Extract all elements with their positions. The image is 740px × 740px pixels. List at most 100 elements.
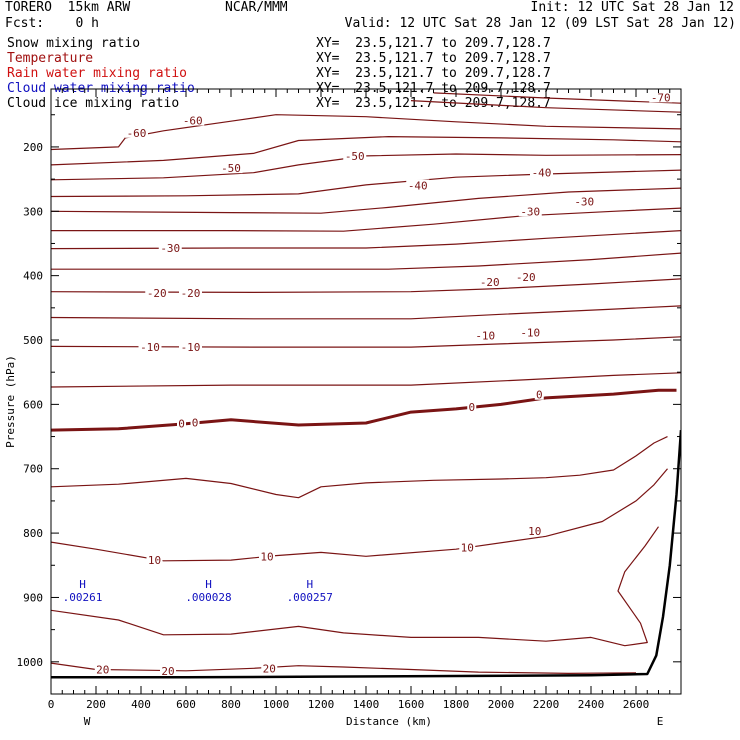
field-temperature-name: Temperature	[7, 51, 94, 66]
contour-label: -40	[532, 167, 552, 180]
y-tick-label: 800	[23, 527, 43, 540]
contour-label: 20	[96, 664, 109, 677]
contour-label-bg	[179, 341, 202, 353]
temperature-contour	[51, 662, 637, 674]
x-tick-label: 800	[221, 698, 241, 711]
y-tick-label: 900	[23, 591, 43, 604]
temperature-contour	[51, 372, 681, 388]
x-tick-label: 2600	[623, 698, 650, 711]
contour-label-bg	[478, 276, 502, 288]
contour-label-bg	[138, 341, 162, 353]
contour-label-bg	[518, 326, 542, 338]
temperature-contour	[51, 114, 681, 151]
contour-label: -10	[520, 326, 540, 339]
temperature-contour	[51, 526, 659, 647]
plot-frame	[50, 88, 682, 695]
y-tick-label: 1000	[17, 656, 44, 669]
contour-label-bg	[261, 662, 278, 674]
x-tick-label: 2200	[533, 698, 560, 711]
x-tick-label: 2400	[578, 698, 605, 711]
x-tick-label: 1000	[263, 698, 290, 711]
contour-label: 20	[161, 665, 174, 678]
contour-label-bg	[190, 416, 200, 428]
header-center: NCAR/MMM	[225, 0, 288, 15]
contour-label: -60	[183, 115, 203, 128]
y-tick-label: 400	[23, 270, 43, 283]
contour-label: -50	[221, 162, 241, 175]
y-tick-label: 500	[23, 334, 43, 347]
contour-label: 0	[468, 401, 475, 414]
temperature-contour	[51, 305, 681, 320]
east-label: E	[657, 715, 664, 728]
x-tick-label: 200	[86, 698, 106, 711]
contour-label: -20	[181, 287, 201, 300]
field-temperature-xy: XY= 23.5,121.7 to 209.7,128.7	[316, 51, 551, 66]
contour-label: -20	[516, 271, 536, 284]
contour-label: 20	[263, 662, 276, 675]
contour-label: -40	[408, 180, 428, 193]
y-axis-title: Pressure (hPa)	[4, 355, 17, 448]
contour-label-bg	[179, 287, 202, 299]
header-init: Init: 12 UTC Sat 28 Jan 12	[530, 0, 735, 15]
x-tick-label: 2000	[488, 698, 515, 711]
contour-label-bg	[572, 195, 596, 207]
contour-label: -10	[140, 341, 160, 354]
contour-label: -50	[345, 150, 365, 163]
contour-label-bg	[125, 126, 148, 138]
temperature-contour	[51, 169, 681, 198]
contour-label: -30	[574, 196, 594, 209]
field-snow-name: Snow mixing ratio	[7, 36, 141, 51]
contour-label-bg	[473, 329, 497, 341]
contour-label: 0	[536, 389, 543, 402]
y-tick-label: 200	[23, 141, 43, 154]
x-tick-label: 0	[48, 698, 55, 711]
high-value: .000028	[185, 591, 231, 604]
contour-label-bg	[530, 166, 553, 178]
temperature-contour	[51, 230, 681, 250]
contour-label: 0	[178, 418, 185, 431]
high-value: .000257	[287, 591, 333, 604]
temperature-contour	[51, 153, 681, 181]
contour-label: -20	[147, 287, 167, 300]
field-rain-name: Rain water mixing ratio	[7, 66, 188, 81]
x-axis-title: Distance (km)	[346, 715, 432, 728]
contour-label: -10	[181, 341, 201, 354]
contour-label-bg	[518, 205, 542, 217]
contour-label: -70	[651, 91, 671, 104]
contour-label-bg	[177, 417, 186, 429]
contour-label: 0	[192, 416, 199, 429]
contour-label-bg	[343, 149, 367, 161]
field-rain-xy: XY= 23.5,121.7 to 209.7,128.7	[316, 66, 551, 81]
contour-label-bg	[514, 270, 538, 282]
high-marker: H	[205, 578, 212, 591]
contour-label-bg	[526, 525, 543, 537]
high-marker: H	[306, 578, 313, 591]
y-tick-label: 300	[23, 205, 43, 218]
temperature-contour	[51, 468, 668, 562]
header-model: TORERO 15km ARW	[5, 0, 131, 15]
west-label: W	[84, 715, 91, 728]
contour-label-bg	[181, 114, 205, 126]
contour-label: 10	[260, 550, 273, 563]
temperature-contour	[51, 336, 681, 348]
y-tick-label: 700	[23, 463, 43, 476]
contour-label-bg	[534, 388, 544, 400]
temperature-contour	[433, 92, 681, 104]
contour-label: 10	[528, 525, 541, 538]
x-tick-label: 1600	[398, 698, 425, 711]
y-tick-label: 600	[23, 398, 43, 411]
x-tick-label: 600	[176, 698, 196, 711]
temperature-contour	[51, 388, 677, 432]
x-tick-label: 400	[131, 698, 151, 711]
x-tick-label: 1800	[443, 698, 470, 711]
temperature-contour	[51, 187, 681, 214]
contour-label: -20	[480, 276, 500, 289]
contour-label-bg	[146, 554, 163, 566]
contour-label-bg	[94, 663, 111, 675]
temperature-contour	[51, 136, 681, 166]
contour-label: -10	[475, 330, 495, 343]
high-value: .00261	[63, 591, 103, 604]
contour-label-bg	[406, 179, 430, 191]
contour-label: -60	[127, 127, 147, 140]
